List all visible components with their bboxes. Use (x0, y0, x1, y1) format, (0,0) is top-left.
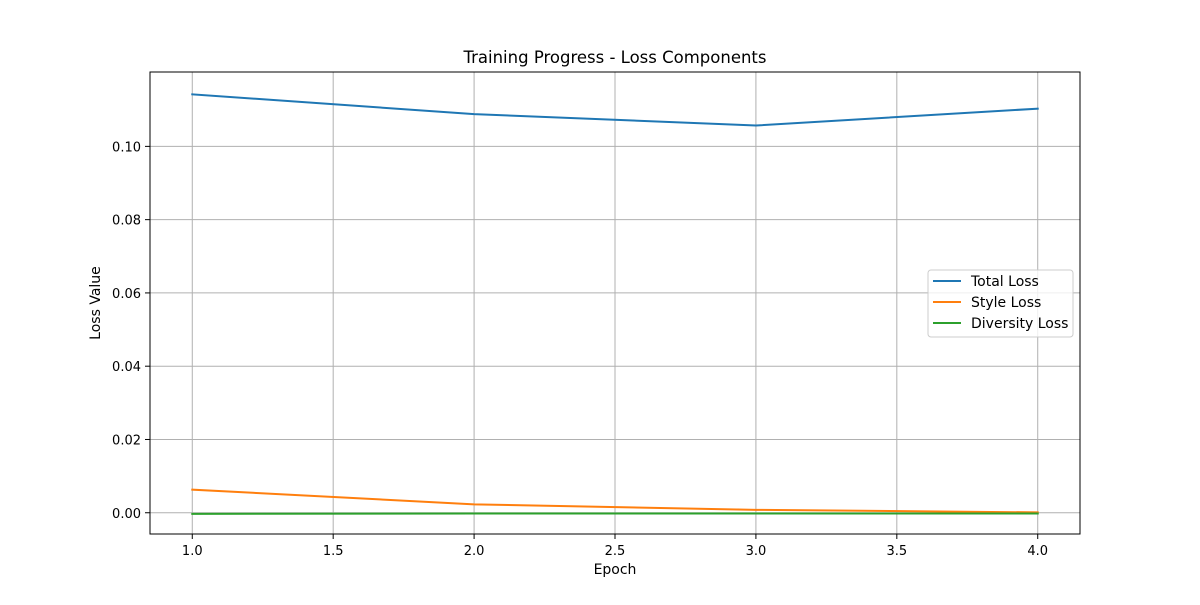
x-tick-label: 3.5 (886, 544, 907, 559)
x-tick-label: 1.5 (323, 544, 344, 559)
y-tick-label: 0.02 (112, 433, 141, 448)
y-tick-label: 0.10 (112, 140, 141, 155)
legend-label: Total Loss (970, 274, 1039, 290)
y-tick-label: 0.06 (112, 287, 141, 302)
legend: Total Loss Style Loss Diversity Loss (928, 270, 1073, 337)
legend-label: Diversity Loss (971, 316, 1068, 332)
y-tick-label: 0.08 (112, 214, 141, 229)
x-tick-label: 3.0 (746, 544, 767, 559)
x-axis-title: Epoch (594, 562, 637, 578)
y-tick-label: 0.04 (112, 360, 141, 375)
y-axis-title: Loss Value (88, 266, 104, 340)
x-tick-label: 4.0 (1027, 544, 1048, 559)
y-tick-label: 0.00 (112, 507, 141, 522)
x-tick-label: 2.5 (605, 544, 626, 559)
x-tick-label: 2.0 (464, 544, 485, 559)
legend-label: Style Loss (971, 295, 1041, 311)
x-tick-label: 1.0 (182, 544, 203, 559)
chart-title: Training Progress - Loss Components (462, 48, 766, 67)
